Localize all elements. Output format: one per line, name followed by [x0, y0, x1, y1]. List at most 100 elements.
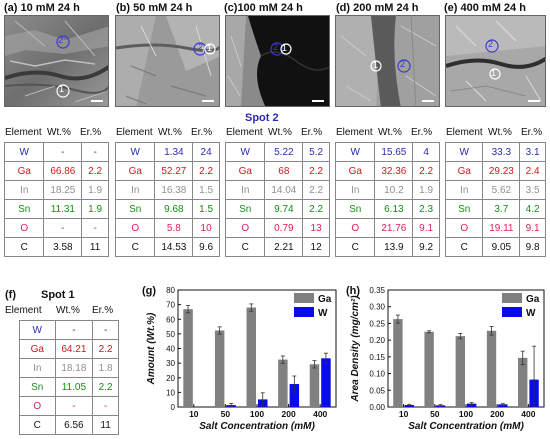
er-cell: 2.2 — [92, 339, 119, 359]
panel-f-title: Spot 1 — [41, 289, 75, 301]
table-row: C 2.21 12 — [224, 237, 330, 257]
legend-label: Ga — [318, 294, 332, 305]
x-tick-label: 100 — [250, 409, 264, 419]
wt-cell: - — [54, 320, 94, 340]
x-tick-label: 50 — [430, 409, 440, 419]
table-d: W 15.65 4 Ga 32.36 2.2 In 10.2 1.9 Sn 6.13 2.3 O 21.7… — [334, 142, 440, 257]
wt-cell: 21.76 — [374, 218, 414, 238]
wt-cell: 16.38 — [154, 180, 194, 200]
er-cell: 2.3 — [412, 199, 440, 219]
sem-b-spot2: 2 — [198, 42, 204, 52]
element-cell: W — [224, 142, 266, 162]
wt-cell: 3.7 — [482, 199, 521, 219]
y-tick-label: 50 — [166, 330, 175, 339]
table-row: W 5.22 5.2 — [224, 142, 330, 162]
table-b: W 1.34 24 Ga 52.27 2.2 In 16.38 1.5 Sn 9.68 1.5 O 5.8… — [114, 142, 220, 257]
table-c: W 5.22 5.2 Ga 68 2.2 In 14.04 2.2 Sn 9.74 2.2 O 0.79 1… — [224, 142, 330, 257]
table-row: C 9.05 9.8 — [444, 237, 546, 257]
y-tick-label: 70 — [166, 301, 175, 310]
x-tick-label: 200 — [282, 409, 296, 419]
table-row: Sn 11.31 1.9 — [3, 199, 109, 219]
element-cell: Sn — [334, 199, 376, 219]
y-tick-label: 80 — [166, 286, 175, 295]
y-tick-label: 20 — [166, 374, 175, 383]
x-axis-label: Salt Concentration (mM) — [408, 421, 524, 432]
sem-image-c — [225, 15, 330, 107]
wt-cell: - — [43, 142, 83, 162]
wt-cell: 68 — [264, 161, 304, 181]
wt-cell: 5.22 — [264, 142, 304, 162]
wt-cell: 10.2 — [374, 180, 414, 200]
sem-d-spot2: 2 — [400, 59, 406, 69]
x-tick-label: 100 — [459, 409, 473, 419]
sem-image-d — [335, 15, 440, 107]
element-cell: O — [114, 218, 156, 238]
element-cell: W — [3, 142, 45, 162]
element-cell: W — [334, 142, 376, 162]
wt-cell: 66.86 — [43, 161, 83, 181]
table-row: C 3.58 11 — [3, 237, 109, 257]
element-cell: Ga — [19, 339, 56, 359]
bar-w — [321, 358, 331, 407]
table-row: C 14.53 9.6 — [114, 237, 220, 257]
table-row: W 1.34 24 — [114, 142, 220, 162]
element-cell: Sn — [3, 199, 45, 219]
element-cell: In — [114, 180, 156, 200]
x-tick-label: 400 — [521, 409, 535, 419]
wt-cell: 5.8 — [154, 218, 194, 238]
table-row: W 33.3 3.1 — [444, 142, 546, 162]
x-tick-label: 10 — [399, 409, 409, 419]
element-cell: C — [114, 237, 156, 257]
table-row: C 6.56 11 — [19, 415, 119, 435]
wt-cell: 33.3 — [482, 142, 521, 162]
er-cell: 24 — [192, 142, 220, 162]
table-row: O-- — [3, 218, 109, 238]
er-cell: 12 — [302, 237, 330, 257]
panel-f-label: (f) — [5, 289, 16, 301]
spot2-title: Spot 2 — [245, 112, 279, 124]
wt-cell: 6.56 — [54, 415, 94, 435]
element-cell: Sn — [444, 199, 484, 219]
wt-cell: 14.53 — [154, 237, 194, 257]
element-cell: In — [334, 180, 376, 200]
er-cell: 9.1 — [412, 218, 440, 238]
er-cell: 1.8 — [92, 358, 119, 378]
x-tick-label: 50 — [221, 409, 231, 419]
wt-cell: - — [43, 218, 83, 238]
er-cell: 2.2 — [302, 180, 330, 200]
element-cell: O — [19, 396, 56, 416]
table-row: W-- — [19, 320, 119, 340]
wt-cell: 52.27 — [154, 161, 194, 181]
table-row: Ga 66.86 2.2 — [3, 161, 109, 181]
er-cell: 2.4 — [519, 161, 546, 181]
bar-w — [289, 384, 300, 407]
element-cell: O — [334, 218, 376, 238]
wt-cell: 29.23 — [482, 161, 521, 181]
table-c-header-element: Element — [226, 127, 263, 138]
table-a-header-er: Er.% — [80, 127, 102, 138]
table-d-header-element: Element — [336, 127, 373, 138]
element-cell: Sn — [224, 199, 266, 219]
er-cell: 4.2 — [519, 199, 546, 219]
er-cell: 2.2 — [412, 161, 440, 181]
element-cell: C — [334, 237, 376, 257]
table-row: In 18.25 1.9 — [3, 180, 109, 200]
table-a: W - - Ga 66.86 2.2 In 18.25 1.9 Sn 11.31 1.9 O - - C 3.5… — [3, 142, 109, 257]
er-cell: 2.2 — [92, 377, 119, 397]
bar-w — [498, 404, 508, 407]
table-f-header-element: Element — [5, 305, 42, 316]
bar-ga — [486, 330, 497, 407]
table-f: W - - Ga 64.21 2.2 In 18.18 1.8 Sn 11.05 2.2 O - - C 6.5… — [19, 320, 119, 435]
table-a-header-wt: Wt.% — [47, 127, 71, 138]
er-cell: 1.5 — [192, 180, 220, 200]
table-f-header-wt: Wt.% — [56, 305, 80, 316]
panel-e-label: (e) 400 mM 24 h — [444, 2, 526, 14]
sem-c-spot2: 2 — [273, 42, 279, 52]
element-cell: W — [19, 320, 56, 340]
element-cell: O — [224, 218, 266, 238]
legend-label: Ga — [526, 294, 540, 305]
er-cell: 9.2 — [412, 237, 440, 257]
chart-g: (g) 0 10 20 30 40 50 60 70 80 10 50 100 200 400 Salt Co… — [142, 285, 337, 432]
chart-h: (h) 0.00 0.05 0.10 0.15 0.20 0.25 0.30 0.35 10 50 1… — [346, 285, 545, 432]
er-cell: 11 — [92, 415, 119, 435]
